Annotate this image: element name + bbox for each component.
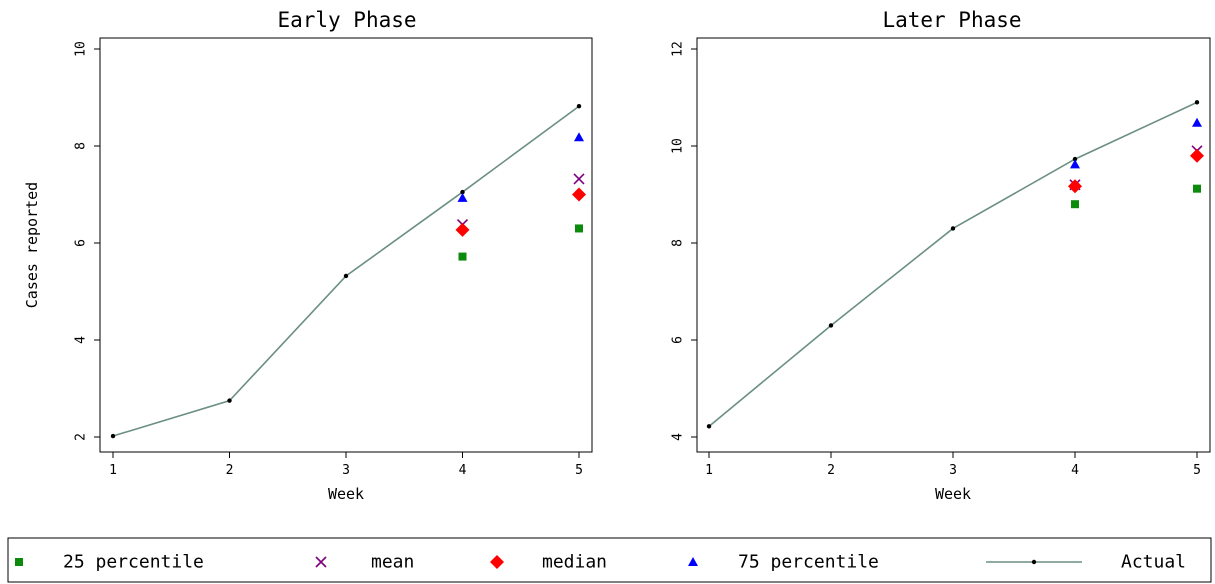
actual-point [460,189,465,195]
plot-frame [99,37,593,453]
x-tick-label: 3 [342,463,350,478]
series-75-percentile [457,132,584,202]
legend-label: median [542,552,607,573]
x-axis-label: Week [935,485,971,503]
x-tick-label: 4 [1071,463,1079,478]
actual-point [1072,156,1078,162]
series-layer [110,104,586,439]
x-tick-label: 1 [705,463,713,478]
chart-early-phase: Early Phase 1 2 3 4 5 2 4 6 8 10 Week Cases repo… [23,8,593,503]
y-tick-label: 2 [74,433,89,441]
x-axis: 1 2 3 4 5 [705,452,1201,478]
y-tick-label: 6 [671,336,686,344]
x-axis-label: Week [328,485,364,503]
series-actual [110,104,582,439]
y-axis-label: Cases reported [23,182,41,308]
y-tick-label: 10 [671,138,686,154]
x-axis: 1 2 3 4 5 [109,452,583,478]
y-axis: 4 6 8 10 12 [671,41,697,441]
75-percentile-point [1192,117,1202,127]
legend-label: 75 percentile [738,552,879,573]
y-tick-label: 8 [74,142,89,150]
y-axis: 2 4 6 8 10 [74,41,100,441]
actual-point [950,226,956,231]
25-percentile-point [458,252,467,261]
75-percentile-point [1070,159,1080,169]
series-actual [706,100,1200,429]
legend-square-swatch [15,558,23,566]
25-percentile-point [575,224,583,233]
x-tick-label: 2 [827,463,835,478]
actual-point [343,273,349,279]
actual-point [110,433,116,439]
series-median [455,187,586,237]
chart-title: Later Phase [882,8,1021,32]
x-tick-label: 1 [109,463,117,478]
legend-item-median: median [490,552,607,573]
legend-label: Actual [1121,552,1186,573]
x-tick-label: 5 [575,463,583,478]
legend-frame [7,537,1212,583]
x-tick-label: 4 [459,463,467,478]
actual-point [706,424,712,429]
y-tick-label: 8 [671,239,686,247]
y-tick-label: 12 [671,41,686,57]
legend-dot-swatch [1031,559,1037,565]
series-75-percentile [1070,117,1202,169]
median-point [1068,179,1082,194]
x-tick-label: 3 [949,463,957,478]
series-layer [706,100,1204,429]
actual-line [112,105,580,437]
legend-label: mean [371,552,414,573]
median-point [572,187,586,202]
actual-point [227,398,232,403]
legend-triangle-swatch [688,557,698,566]
legend-item-25-percentile: 25 percentile [15,552,204,573]
median-point [1190,148,1204,163]
series-25-percentile [458,224,583,261]
actual-point [576,104,582,109]
plot-frame [696,37,1211,453]
legend-item-75-percentile: 75 percentile [688,552,879,573]
y-tick-label: 6 [74,239,89,247]
y-tick-label: 4 [671,433,686,441]
25-percentile-point [1071,200,1079,209]
75-percentile-point [457,192,468,202]
chart-title: Early Phase [277,8,416,32]
x-tick-label: 2 [226,463,234,478]
y-tick-label: 10 [74,41,89,57]
actual-point [828,323,834,328]
series-median [1068,148,1204,194]
actual-point [1194,100,1200,105]
y-tick-label: 4 [74,336,89,344]
75-percentile-point [574,132,584,142]
x-tick-label: 5 [1193,463,1201,478]
legend-diamond-swatch [490,555,504,569]
25-percentile-point [1193,184,1201,193]
legend-x-swatch [315,556,327,568]
legend-label: 25 percentile [63,552,204,573]
series-25-percentile [1071,184,1201,209]
median-point [455,222,470,237]
mean-point [573,173,585,185]
legend: 25 percentile mean median 75 percentile Actu… [7,537,1212,583]
actual-line [708,101,1198,427]
legend-item-actual: Actual [986,552,1186,573]
legend-item-mean: mean [315,552,414,573]
